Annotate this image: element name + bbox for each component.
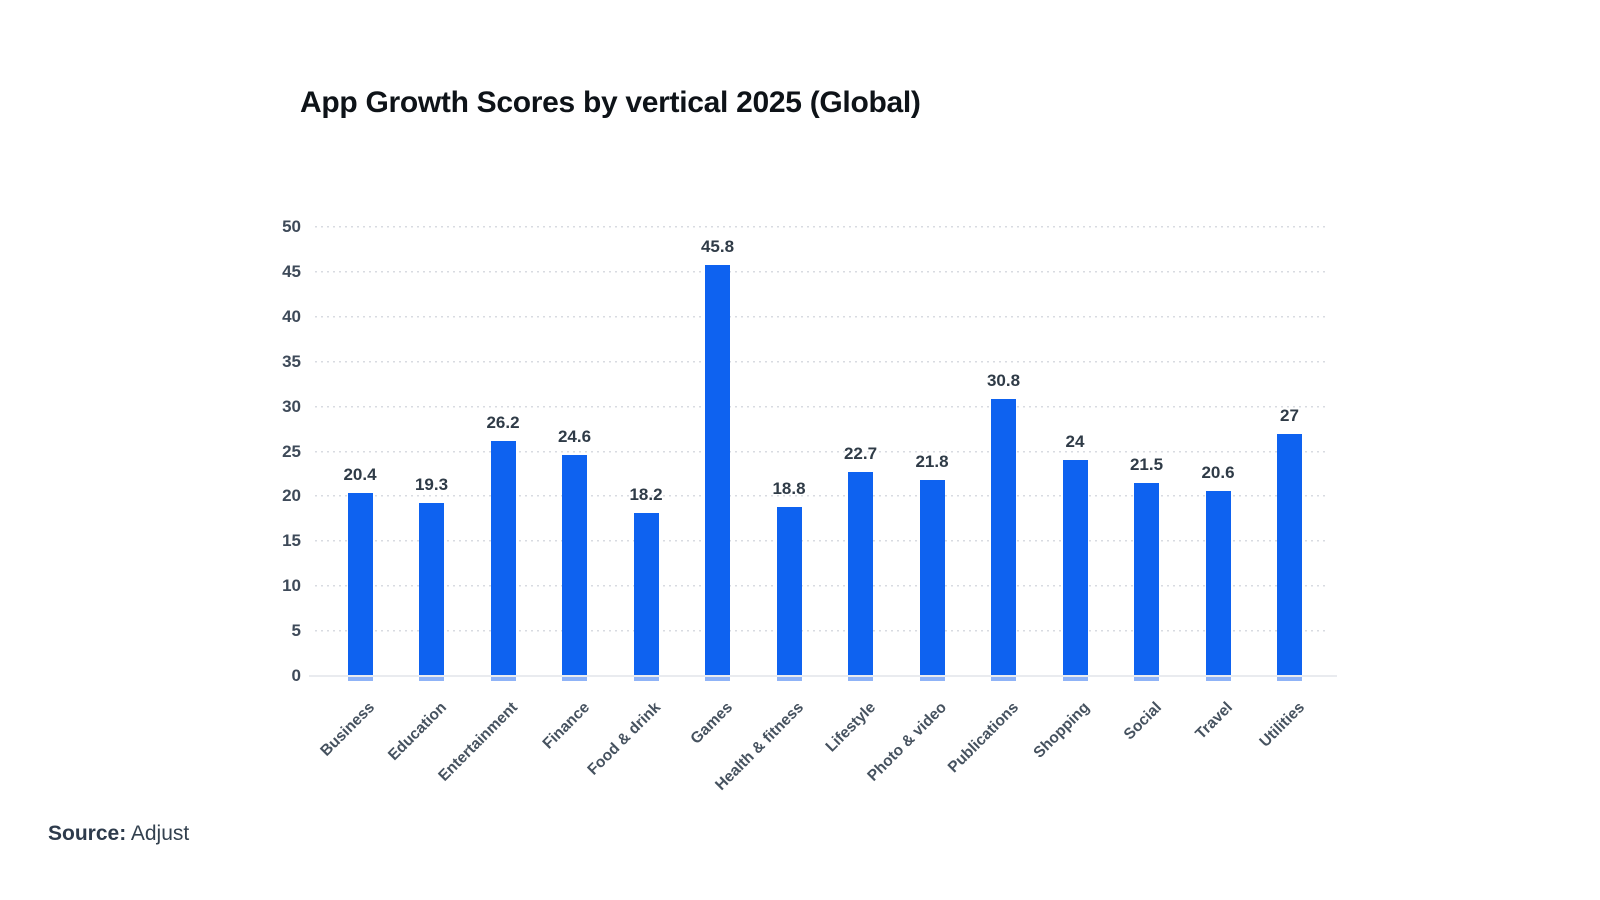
source-line: Source: Adjust [48, 822, 189, 846]
bar-foot [1277, 676, 1302, 681]
bar-shopping [1062, 460, 1088, 681]
bar-foot [1062, 676, 1088, 681]
y-tick-label-35: 35 [282, 351, 301, 371]
bar-foot [991, 676, 1016, 681]
x-axis-label: Shopping [1030, 699, 1094, 762]
bar-value-label: 20.4 [343, 464, 377, 484]
x-axis-label: Education [384, 699, 450, 764]
bar-finance [562, 455, 587, 681]
bar-publications [991, 399, 1016, 681]
bar-chart-plot-area: 0 5 10 15 20 25 30 35 40 45 50 20.4 Business 19.3 Educ… [282, 217, 1337, 794]
bar-foot [633, 676, 659, 681]
bar-value-label: 27 [1280, 405, 1299, 425]
bar-value-label: 20.6 [1201, 463, 1235, 482]
bar-value-label: 24 [1065, 432, 1085, 452]
bar-body [1205, 491, 1231, 676]
y-tick-label-20: 20 [282, 486, 301, 506]
gridline-y-5 [315, 630, 1327, 633]
y-tick-label-0: 0 [291, 666, 301, 685]
x-axis-label: Lifestyle [822, 699, 879, 756]
x-axis-label: Business [317, 699, 379, 760]
y-tick-label-15: 15 [282, 531, 301, 551]
bar-foot [1134, 676, 1159, 681]
x-axis-baseline [309, 675, 1337, 677]
bar-social [1134, 482, 1159, 681]
bar-body [776, 507, 802, 676]
x-axis-label: Finance [539, 699, 593, 753]
bar-value-label: 21.5 [1129, 454, 1164, 474]
x-axis-label: Games [686, 699, 736, 748]
bar-foot [1205, 676, 1231, 681]
bar-foot [776, 676, 802, 681]
bar-value-label: 18.8 [772, 479, 806, 499]
x-axis-label: Social [1120, 699, 1165, 744]
y-tick-label-50: 50 [282, 217, 301, 236]
bar-body [490, 440, 516, 676]
bar-body [562, 455, 587, 676]
bar-foot [419, 676, 444, 681]
x-axis-label: Travel [1192, 699, 1237, 743]
bar-business [347, 492, 373, 681]
y-tick-label-45: 45 [282, 261, 301, 281]
bar-foot [705, 676, 730, 681]
x-axis-label: Utilities [1255, 699, 1308, 751]
bar-photo-video [919, 480, 945, 681]
bar-body [848, 472, 873, 676]
source-label: Source: [48, 822, 127, 845]
bar-games [705, 264, 730, 681]
bar-foot [490, 676, 516, 681]
bar-value-label: 26.2 [486, 412, 520, 432]
bar-foot [347, 676, 373, 681]
bar-body [705, 264, 730, 676]
bar-value-label: 24.6 [557, 427, 592, 447]
bar-foot [919, 676, 945, 681]
bar-body [633, 512, 659, 676]
gridline-y-50 [315, 226, 1327, 228]
bar-body [919, 480, 945, 676]
bar-value-label: 22.7 [843, 444, 878, 464]
bar-education [419, 502, 444, 681]
bar-body [347, 492, 373, 676]
x-axis-label: Food & drink [584, 699, 665, 779]
x-axis-label: Publications [944, 699, 1022, 777]
y-tick-label-25: 25 [282, 441, 301, 461]
y-tick-label-40: 40 [282, 306, 301, 326]
gridline-y-25 [315, 450, 1327, 453]
y-tick-label-10: 10 [282, 576, 301, 596]
bar-travel [1205, 491, 1231, 681]
chart-title: App Growth Scores by vertical 2025 (Glob… [300, 86, 921, 119]
bar-body [1062, 460, 1088, 676]
bar-health-fitness [776, 507, 802, 681]
bar-body [419, 502, 444, 676]
gridline-y-20 [315, 495, 1327, 498]
bar-foot [562, 676, 587, 681]
source-value: Adjust [130, 822, 190, 845]
bar-value-label: 45.8 [700, 236, 735, 256]
gridline-y-35 [315, 360, 1327, 363]
gridline-y-30 [315, 405, 1327, 408]
bar-value-label: 18.2 [629, 484, 663, 504]
gridline-y-15 [315, 540, 1327, 543]
gridline-y-40 [315, 315, 1327, 318]
bar-value-label: 21.8 [915, 452, 949, 472]
bar-body [1277, 433, 1302, 676]
bar-value-label: 30.8 [986, 371, 1021, 391]
gridline-y-10 [315, 585, 1327, 588]
y-tick-label-30: 30 [282, 396, 301, 416]
gridline-y-45 [315, 270, 1327, 273]
bar-entertainment [490, 440, 516, 681]
bar-body [991, 399, 1016, 676]
bar-food-drink [633, 512, 659, 681]
y-tick-label-5: 5 [291, 621, 301, 641]
bar-body [1134, 482, 1159, 676]
bar-foot [848, 676, 873, 681]
bar-lifestyle [848, 472, 873, 681]
bar-value-label: 19.3 [414, 474, 449, 494]
bar-utilities [1277, 433, 1302, 681]
